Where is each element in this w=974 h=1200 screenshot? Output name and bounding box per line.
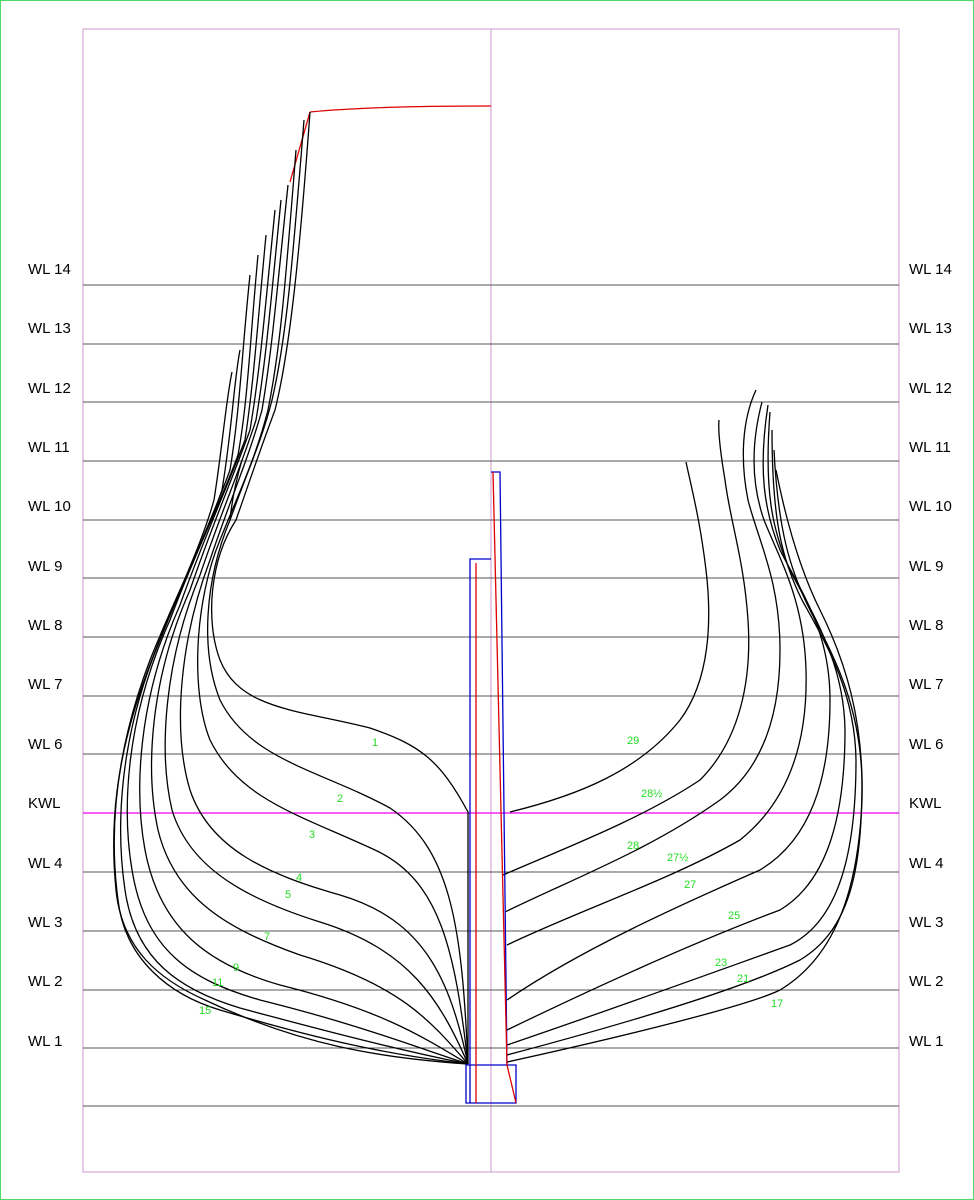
section-line xyxy=(506,449,863,1056)
station-label: 21 xyxy=(737,973,749,985)
section-line xyxy=(113,371,469,1065)
station-label: 28 xyxy=(627,840,639,852)
section-line xyxy=(229,459,243,521)
wl-label-left: WL 11 xyxy=(28,439,70,456)
wl-label-right: WL 13 xyxy=(909,320,952,337)
section-line xyxy=(207,119,469,1065)
section-line xyxy=(506,411,846,1031)
section-line xyxy=(120,274,469,1065)
sternpost-outline xyxy=(491,471,508,1066)
station-label: 9 xyxy=(233,962,239,974)
wl-label-left: WL 9 xyxy=(28,558,62,575)
wl-label-right: WL 7 xyxy=(909,676,943,693)
section-line xyxy=(506,429,857,1046)
wl-label-right: WL 14 xyxy=(909,261,952,278)
wl-label-right: WL 6 xyxy=(909,736,943,753)
sheer-line xyxy=(289,105,492,183)
wl-label-left: WL 4 xyxy=(28,855,62,872)
waterline-labels-left: WL 14 WL 13 WL 12 WL 11 WL 10 WL 9 WL 8 … xyxy=(28,261,71,1050)
keel-block xyxy=(465,1064,517,1104)
wl-label-right: WL 9 xyxy=(909,558,943,575)
wl-label-right: KWL xyxy=(909,795,942,812)
wl-label-right: WL 10 xyxy=(909,498,952,515)
wl-label-right: WL 8 xyxy=(909,617,943,634)
aft-sections xyxy=(502,389,863,1063)
station-label: 2 xyxy=(337,793,343,805)
station-label: 15 xyxy=(199,1005,211,1017)
wl-label-left: WL 13 xyxy=(28,320,71,337)
station-label: 3 xyxy=(309,829,315,841)
wl-label-right: WL 4 xyxy=(909,855,943,872)
waterline-grid xyxy=(83,284,899,1107)
wl-label-left: WL 7 xyxy=(28,676,62,693)
section-line xyxy=(506,401,807,946)
section-line xyxy=(179,184,469,1065)
wl-label-left: WL 10 xyxy=(28,498,71,515)
stem-outline xyxy=(469,558,491,1103)
wl-label-left: KWL xyxy=(28,795,61,812)
station-label: 17 xyxy=(771,998,783,1010)
wl-label-left: WL 1 xyxy=(28,1033,62,1050)
wl-label-left: WL 8 xyxy=(28,617,62,634)
station-label: 1 xyxy=(372,737,378,749)
section-line xyxy=(506,404,831,1001)
section-line xyxy=(150,209,469,1065)
station-label: 27 xyxy=(684,879,696,891)
sternpost-rabbet xyxy=(492,471,517,1104)
forward-sections xyxy=(113,111,469,1065)
wl-label-right: WL 12 xyxy=(909,380,952,397)
station-label: 5 xyxy=(285,889,291,901)
station-label: 4 xyxy=(296,872,302,884)
wl-label-right: WL 2 xyxy=(909,973,943,990)
deck-camber-line xyxy=(309,105,492,113)
station-labels-left: 1 2 3 4 5 7 9 11 15 xyxy=(199,737,378,1017)
wl-label-right: WL 1 xyxy=(909,1033,943,1050)
sheer-edge-line xyxy=(289,111,311,183)
station-label: 28½ xyxy=(641,788,662,800)
keel-structure xyxy=(465,471,517,1104)
wl-label-right: WL 3 xyxy=(909,914,943,931)
section-line xyxy=(164,199,469,1065)
station-label: 29 xyxy=(627,735,639,747)
waterline-labels-right: WL 14 WL 13 WL 12 WL 11 WL 10 WL 9 WL 8 … xyxy=(909,261,952,1050)
section-line xyxy=(210,111,469,1064)
section-line xyxy=(504,389,781,913)
wl-label-left: WL 3 xyxy=(28,914,62,931)
wl-label-left: WL 12 xyxy=(28,380,71,397)
wl-label-left: WL 2 xyxy=(28,973,62,990)
station-label: 7 xyxy=(264,931,270,943)
section-line xyxy=(506,469,863,1063)
station-label: 11 xyxy=(212,977,223,989)
section-line xyxy=(126,254,469,1065)
station-label: 25 xyxy=(728,910,740,922)
station-label: 23 xyxy=(715,957,727,969)
wl-label-right: WL 11 xyxy=(909,439,951,456)
wl-label-left: WL 6 xyxy=(28,736,62,753)
section-line xyxy=(139,234,469,1065)
station-labels-right: 29 28½ 28 27½ 27 25 23 21 17 xyxy=(627,735,783,1010)
section-line xyxy=(502,419,750,876)
section-line xyxy=(197,149,469,1065)
section-line xyxy=(509,461,710,813)
station-label: 27½ xyxy=(667,852,688,864)
wl-label-left: WL 14 xyxy=(28,261,71,278)
